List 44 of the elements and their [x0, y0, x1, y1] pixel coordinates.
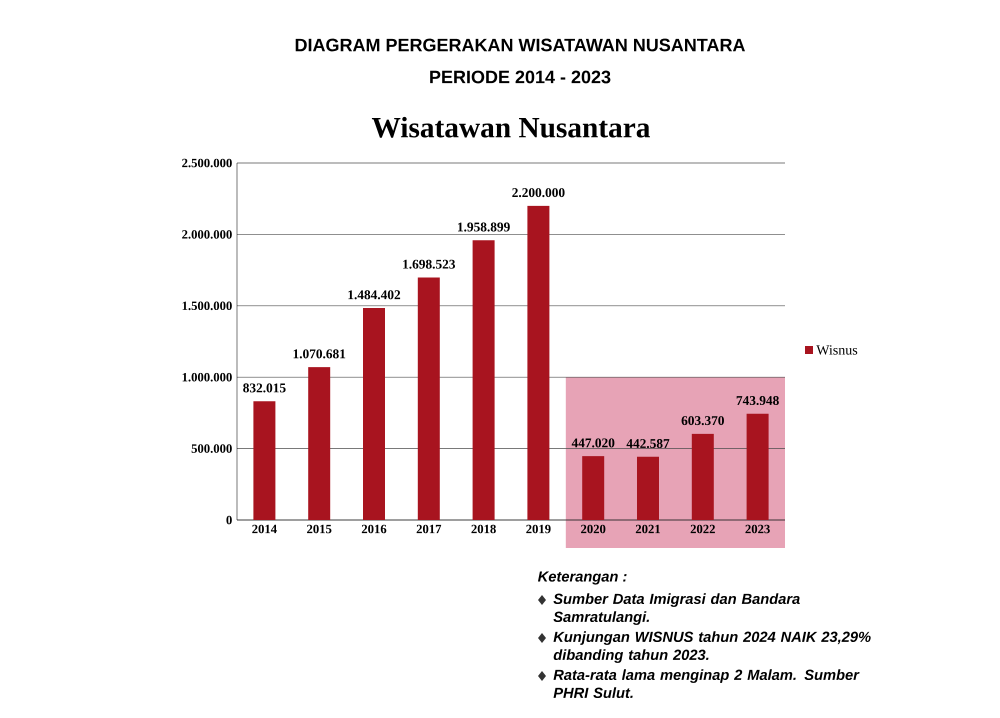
text: Kunjungan WISNUS tahun 2024 NAIK 23,29% dibanding tahun 2023.	[554, 631, 871, 663]
data-label: 442.587	[626, 439, 670, 448]
x-tick-label: 2016	[362, 524, 386, 534]
data-label: 1.484.402	[348, 290, 400, 300]
y-tick-label: 1.500.000	[182, 302, 232, 310]
bar	[692, 434, 714, 520]
bar	[308, 367, 330, 520]
x-tick-label: 2014	[252, 524, 277, 534]
bar	[472, 240, 495, 520]
data-label: 2.200.000	[512, 188, 565, 198]
data-label: 832.015	[243, 383, 286, 392]
bar	[253, 401, 276, 520]
x-tick-label: 2015	[307, 524, 332, 534]
chart-title: DIAGRAM PERGERAKAN WISATAWAN NUSANTARA	[296, 38, 745, 52]
x-tick-label: 2019	[526, 524, 551, 534]
x-tick-label: 2022	[690, 524, 715, 534]
data-label: 743.948	[736, 396, 779, 406]
bar	[527, 206, 550, 520]
legend-label: Wisnus	[816, 345, 858, 355]
bar	[746, 414, 769, 520]
y-tick-label: 0	[226, 516, 232, 524]
y-tick-label: 2.000.000	[182, 230, 232, 239]
chart-subtitle: PERIODE 2014 - 2023	[430, 70, 610, 84]
x-tick-label: 2017	[416, 524, 442, 534]
x-tick-label: 2021	[636, 524, 660, 534]
text: Sumber Data Imigrasi dan Bandara Samratulangi.	[553, 593, 800, 625]
x-tick-label: 2020	[581, 524, 606, 534]
bar	[363, 308, 385, 520]
x-tick-label: 2023	[745, 524, 770, 534]
y-tick-label: 2.500.000	[182, 158, 232, 168]
text: Rata-rata lama menginap 2 Malam. Sumber PHRI Sulut.	[554, 669, 860, 698]
bar	[418, 277, 440, 520]
text: Keterangan :	[538, 571, 627, 585]
y-tick-label: 500.000	[192, 444, 232, 453]
text: Wisatawan Nusantara	[372, 116, 650, 138]
data-label: 1.698.523	[403, 260, 456, 269]
bar	[637, 456, 659, 520]
data-label: 1.958.899	[458, 222, 510, 232]
data-label: 603.370	[682, 416, 724, 426]
y-tick-label: 1.000.000	[182, 372, 232, 382]
data-label: 1.070.681	[294, 349, 346, 358]
data-label: 447.020	[572, 438, 614, 448]
x-tick-label: 2018	[471, 524, 496, 534]
bar	[582, 456, 604, 520]
